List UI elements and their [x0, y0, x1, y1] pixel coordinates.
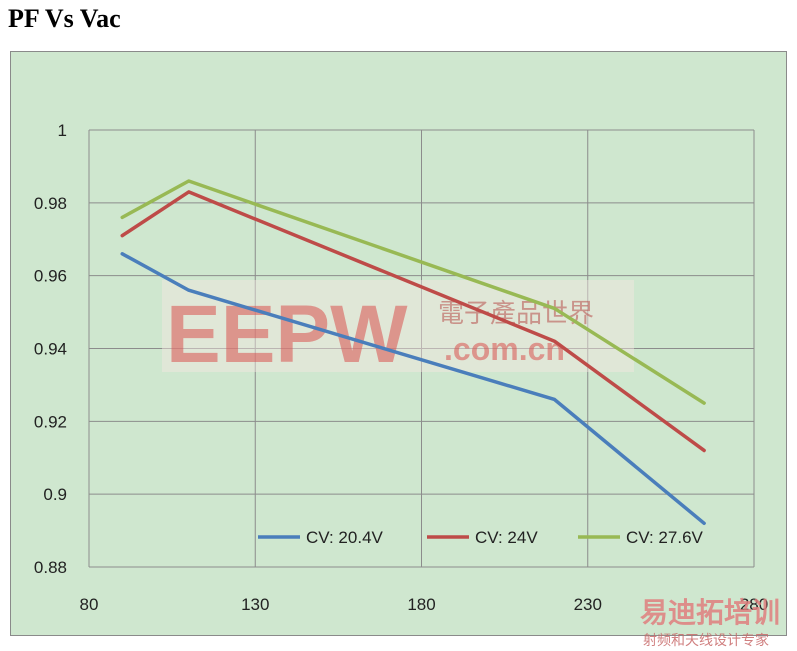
eepw-watermark: EEPW 電子產品世界 .com.cn: [162, 280, 634, 380]
x-tick-label: 130: [241, 595, 269, 614]
y-tick-label: 0.94: [34, 340, 67, 359]
series-line-1: [120, 252, 706, 526]
grid: [88, 129, 755, 568]
watermark-eepw: EEPW: [166, 289, 408, 380]
watermark-background: [162, 280, 634, 372]
x-tick-label: 230: [574, 595, 602, 614]
corner-watermark-title: 易迪拓培训: [640, 596, 780, 629]
y-tick-label: 0.92: [34, 412, 67, 431]
legend-label-3: CV: 27.6V: [626, 528, 704, 547]
corner-watermark: 易迪拓培训 射频和天线设计专家: [640, 596, 780, 649]
legend: CV: 20.4V CV: 24V CV: 27.6V: [258, 528, 704, 547]
y-tick-label: 0.88: [34, 558, 67, 577]
y-tick-label: 0.9: [43, 485, 67, 504]
y-tick-label: 0.98: [34, 194, 67, 213]
y-tick-label: 0.96: [34, 267, 67, 286]
series-line-3: [120, 179, 706, 405]
legend-label-1: CV: 20.4V: [306, 528, 384, 547]
x-tick-label: 280: [740, 595, 768, 614]
series-lines: [120, 179, 706, 526]
y-tick-label: 1: [58, 121, 67, 140]
x-tick-label: 80: [80, 595, 99, 614]
page-title: PF Vs Vac: [8, 4, 121, 33]
x-tick-label: 180: [407, 595, 435, 614]
series-line-2: [120, 190, 706, 453]
corner-watermark-subtitle: 射频和天线设计专家: [643, 632, 769, 649]
legend-label-2: CV: 24V: [475, 528, 538, 547]
